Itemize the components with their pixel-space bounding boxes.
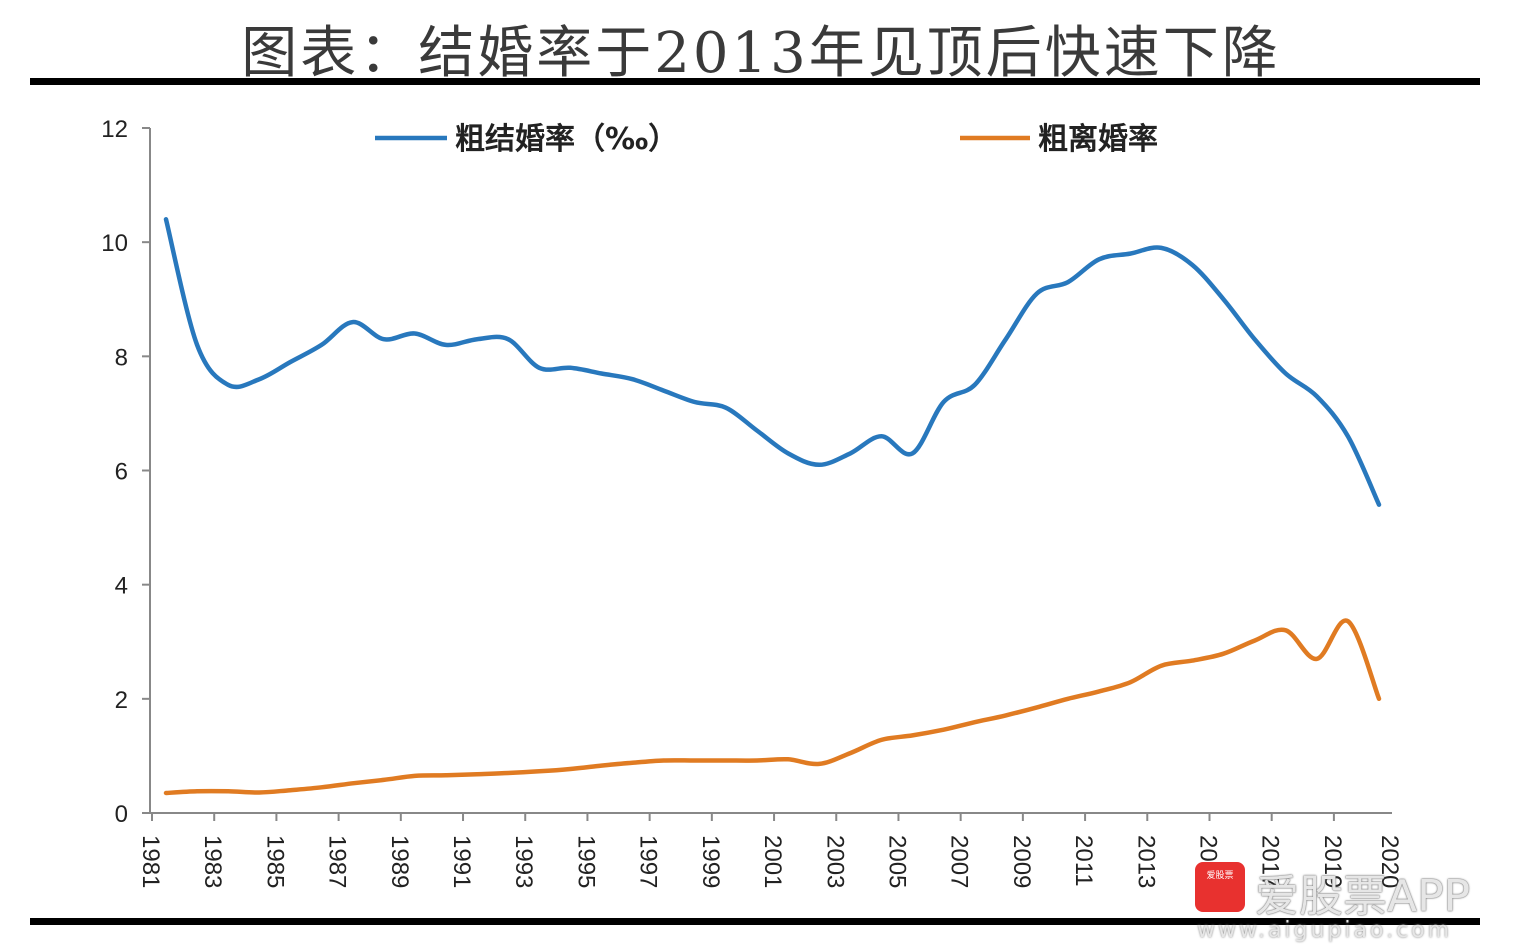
chart-series	[163, 217, 1382, 796]
page-title: 图表：结婚率于2013年见顶后快速下降	[241, 21, 1281, 86]
watermark: 爱股票 爱股票APP www.aigupiao.com	[1195, 860, 1515, 950]
x-tick-label: 1987	[324, 835, 351, 888]
legend-label-1: 粗结婚率（‰）	[455, 122, 678, 157]
y-tick-label: 4	[115, 573, 128, 600]
legend-label-2: 粗离婚率	[1038, 122, 1158, 157]
x-tick-label: 1989	[386, 835, 413, 888]
x-tick-label: 1997	[635, 835, 662, 888]
x-tick-label: 2005	[883, 835, 910, 888]
x-tick-label: 2001	[759, 835, 786, 888]
x-tick-label: 1981	[137, 835, 164, 888]
x-tick-label: 2003	[821, 835, 848, 888]
series-line-1	[163, 217, 1382, 507]
x-tick-label: 1983	[199, 835, 226, 888]
series-line-2	[163, 618, 1382, 796]
x-tick-label: 1995	[572, 835, 599, 888]
watermark-logo-icon: 爱股票	[1195, 862, 1245, 912]
bottom-rule	[30, 918, 1480, 925]
watermark-name: 爱股票APP	[1255, 871, 1471, 922]
x-tick-label: 1993	[510, 835, 537, 888]
y-axis-ticks: 0 2 4 6 8 10 12	[101, 116, 150, 828]
x-tick-label: 2017	[1257, 835, 1284, 888]
x-tick-label: 2019	[1319, 835, 1346, 888]
y-tick-label: 10	[101, 230, 128, 257]
x-tick-label: 2013	[1132, 835, 1159, 888]
y-tick-label: 0	[115, 801, 128, 828]
x-tick-label: 2011	[1070, 835, 1097, 887]
y-tick-label: 12	[101, 116, 128, 143]
x-tick-label: 2007	[946, 835, 973, 888]
y-tick-label: 8	[115, 344, 128, 371]
x-axis-ticks: 1981 1983 1985 1987 1989 1991 1993 1995 1997 1999…	[137, 813, 1403, 888]
watermark-url: www.aigupiao.com	[1197, 918, 1453, 943]
x-tick-label: 1999	[697, 835, 724, 888]
chart-legend: 粗结婚率（‰） 粗离婚率	[375, 122, 1158, 157]
y-tick-label: 2	[115, 687, 128, 714]
chart-axes	[149, 128, 1392, 814]
x-tick-label: 2020	[1376, 835, 1403, 888]
x-tick-label: 1991	[448, 835, 475, 888]
x-tick-label: 2009	[1008, 835, 1035, 888]
watermark-logo-text: 爱股票	[1206, 871, 1234, 881]
top-rule	[30, 78, 1480, 85]
y-tick-label: 6	[115, 459, 128, 486]
x-tick-label: 1985	[261, 835, 288, 888]
